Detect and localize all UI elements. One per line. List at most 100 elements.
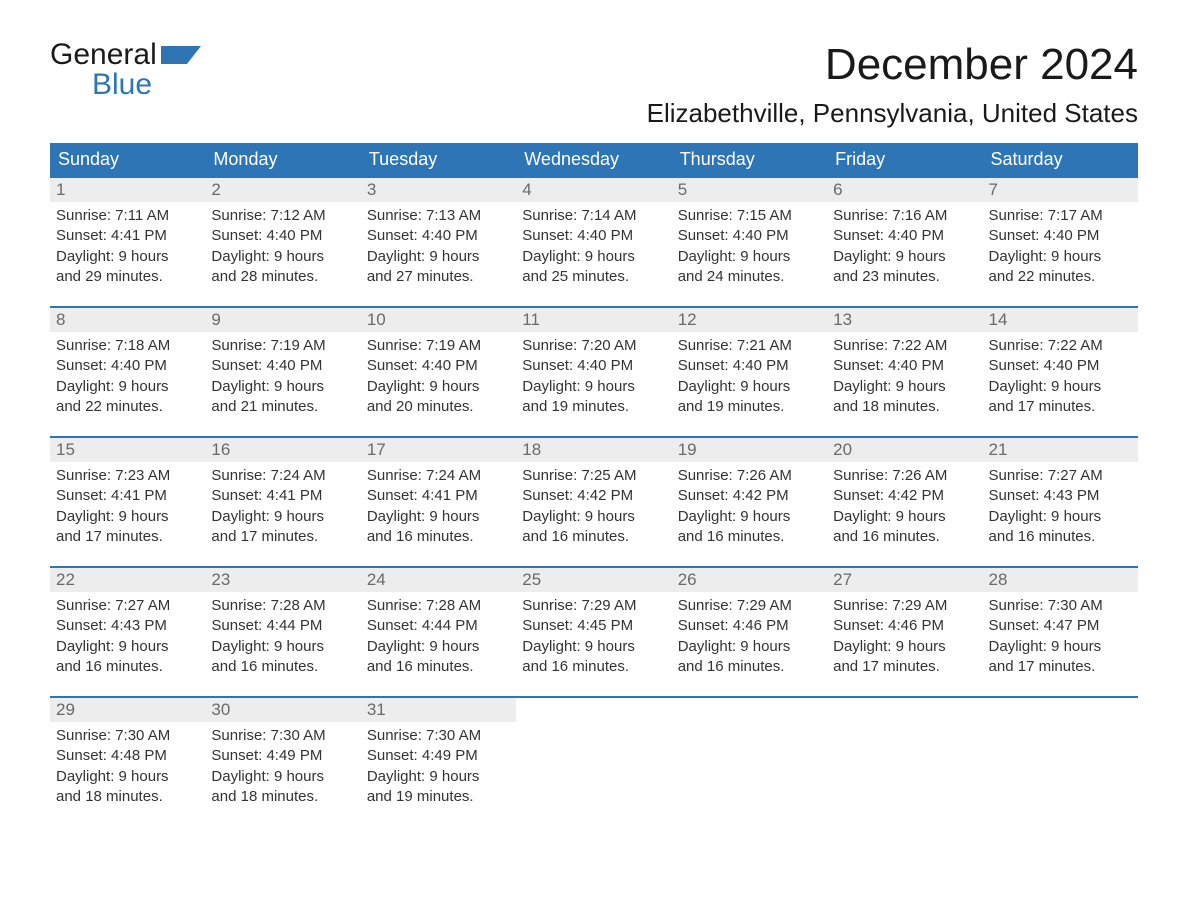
month-title: December 2024	[647, 40, 1138, 90]
day-d2: and 25 minutes.	[522, 267, 665, 287]
day-d1: Daylight: 9 hours	[522, 507, 665, 527]
calendar-day	[516, 698, 671, 808]
day-body: Sunrise: 7:17 AMSunset: 4:40 PMDaylight:…	[983, 202, 1138, 287]
day-body: Sunrise: 7:13 AMSunset: 4:40 PMDaylight:…	[361, 202, 516, 287]
day-sunset: Sunset: 4:41 PM	[56, 226, 199, 246]
weekday: Friday	[827, 143, 982, 176]
day-body: Sunrise: 7:22 AMSunset: 4:40 PMDaylight:…	[827, 332, 982, 417]
day-sunrise: Sunrise: 7:26 AM	[678, 466, 821, 486]
day-d2: and 16 minutes.	[367, 657, 510, 677]
day-sunset: Sunset: 4:46 PM	[833, 616, 976, 636]
day-number: 26	[672, 568, 827, 592]
logo-word2: Blue	[92, 70, 207, 100]
day-number: 24	[361, 568, 516, 592]
day-d1: Daylight: 9 hours	[678, 377, 821, 397]
day-sunrise: Sunrise: 7:18 AM	[56, 336, 199, 356]
calendar-week: 1Sunrise: 7:11 AMSunset: 4:41 PMDaylight…	[50, 176, 1138, 288]
day-sunset: Sunset: 4:49 PM	[367, 746, 510, 766]
day-number: 7	[983, 178, 1138, 202]
day-sunrise: Sunrise: 7:15 AM	[678, 206, 821, 226]
day-d2: and 16 minutes.	[678, 527, 821, 547]
calendar-day: 20Sunrise: 7:26 AMSunset: 4:42 PMDayligh…	[827, 438, 982, 548]
flag-icon	[161, 40, 207, 70]
calendar-day: 5Sunrise: 7:15 AMSunset: 4:40 PMDaylight…	[672, 178, 827, 288]
calendar-day: 29Sunrise: 7:30 AMSunset: 4:48 PMDayligh…	[50, 698, 205, 808]
day-d2: and 18 minutes.	[211, 787, 354, 807]
weekday: Tuesday	[361, 143, 516, 176]
day-body: Sunrise: 7:24 AMSunset: 4:41 PMDaylight:…	[361, 462, 516, 547]
day-body: Sunrise: 7:18 AMSunset: 4:40 PMDaylight:…	[50, 332, 205, 417]
day-body: Sunrise: 7:15 AMSunset: 4:40 PMDaylight:…	[672, 202, 827, 287]
day-sunset: Sunset: 4:43 PM	[56, 616, 199, 636]
day-d1: Daylight: 9 hours	[367, 247, 510, 267]
day-number: 29	[50, 698, 205, 722]
day-d2: and 20 minutes.	[367, 397, 510, 417]
day-sunrise: Sunrise: 7:20 AM	[522, 336, 665, 356]
day-number: 22	[50, 568, 205, 592]
day-body: Sunrise: 7:28 AMSunset: 4:44 PMDaylight:…	[361, 592, 516, 677]
day-body: Sunrise: 7:20 AMSunset: 4:40 PMDaylight:…	[516, 332, 671, 417]
weekday-header: Sunday Monday Tuesday Wednesday Thursday…	[50, 143, 1138, 176]
day-d1: Daylight: 9 hours	[522, 637, 665, 657]
calendar-day: 12 Sunrise: 7:21 AMSunset: 4:40 PMDayligh…	[672, 308, 827, 418]
calendar-day: 18Sunrise: 7:25 AMSunset: 4:42 PMDayligh…	[516, 438, 671, 548]
day-sunset: Sunset: 4:48 PM	[56, 746, 199, 766]
day-body: Sunrise: 7:28 AMSunset: 4:44 PMDaylight:…	[205, 592, 360, 677]
day-d1: Daylight: 9 hours	[678, 507, 821, 527]
calendar-day: 28Sunrise: 7:30 AMSunset: 4:47 PMDayligh…	[983, 568, 1138, 678]
calendar-day: 10Sunrise: 7:19 AMSunset: 4:40 PMDayligh…	[361, 308, 516, 418]
day-body: Sunrise: 7:16 AMSunset: 4:40 PMDaylight:…	[827, 202, 982, 287]
day-sunrise: Sunrise: 7:27 AM	[989, 466, 1132, 486]
day-sunrise: Sunrise: 7:16 AM	[833, 206, 976, 226]
day-d1: Daylight: 9 hours	[833, 377, 976, 397]
day-sunset: Sunset: 4:40 PM	[678, 226, 821, 246]
day-sunrise: Sunrise: 7:11 AM	[56, 206, 199, 226]
day-sunrise: Sunrise: 7:14 AM	[522, 206, 665, 226]
day-sunset: Sunset: 4:41 PM	[56, 486, 199, 506]
day-number: 15	[50, 438, 205, 462]
calendar: Sunday Monday Tuesday Wednesday Thursday…	[50, 143, 1138, 808]
day-sunset: Sunset: 4:40 PM	[678, 356, 821, 376]
day-body: Sunrise: 7:30 AMSunset: 4:49 PMDaylight:…	[205, 722, 360, 807]
calendar-day: 19Sunrise: 7:26 AMSunset: 4:42 PMDayligh…	[672, 438, 827, 548]
day-sunrise: Sunrise: 7:21 AM	[678, 336, 821, 356]
day-sunset: Sunset: 4:42 PM	[678, 486, 821, 506]
day-sunset: Sunset: 4:41 PM	[367, 486, 510, 506]
day-number: 4	[516, 178, 671, 202]
day-number: 28	[983, 568, 1138, 592]
day-number: 8	[50, 308, 205, 332]
day-body: Sunrise: 7:25 AMSunset: 4:42 PMDaylight:…	[516, 462, 671, 547]
day-d2: and 19 minutes.	[678, 397, 821, 417]
day-body: Sunrise: 7:29 AMSunset: 4:46 PMDaylight:…	[827, 592, 982, 677]
day-number: 9	[205, 308, 360, 332]
day-sunset: Sunset: 4:40 PM	[367, 226, 510, 246]
day-d1: Daylight: 9 hours	[522, 247, 665, 267]
day-d2: and 17 minutes.	[211, 527, 354, 547]
calendar-week: 15Sunrise: 7:23 AMSunset: 4:41 PMDayligh…	[50, 436, 1138, 548]
day-number: 12	[672, 308, 827, 332]
weekday: Sunday	[50, 143, 205, 176]
day-sunrise: Sunrise: 7:22 AM	[833, 336, 976, 356]
day-number: 2	[205, 178, 360, 202]
day-d2: and 23 minutes.	[833, 267, 976, 287]
day-d2: and 27 minutes.	[367, 267, 510, 287]
day-d1: Daylight: 9 hours	[211, 767, 354, 787]
day-number: 30	[205, 698, 360, 722]
day-sunset: Sunset: 4:43 PM	[989, 486, 1132, 506]
day-d1: Daylight: 9 hours	[56, 637, 199, 657]
calendar-day: 7Sunrise: 7:17 AMSunset: 4:40 PMDaylight…	[983, 178, 1138, 288]
day-sunrise: Sunrise: 7:13 AM	[367, 206, 510, 226]
day-sunrise: Sunrise: 7:28 AM	[367, 596, 510, 616]
day-sunrise: Sunrise: 7:26 AM	[833, 466, 976, 486]
day-number: 25	[516, 568, 671, 592]
calendar-day	[672, 698, 827, 808]
day-d1: Daylight: 9 hours	[211, 637, 354, 657]
calendar-week: 22Sunrise: 7:27 AMSunset: 4:43 PMDayligh…	[50, 566, 1138, 678]
day-body: Sunrise: 7:26 AMSunset: 4:42 PMDaylight:…	[672, 462, 827, 547]
day-d2: and 16 minutes.	[989, 527, 1132, 547]
day-d1: Daylight: 9 hours	[56, 377, 199, 397]
calendar-day: 26Sunrise: 7:29 AMSunset: 4:46 PMDayligh…	[672, 568, 827, 678]
calendar-day: 6Sunrise: 7:16 AMSunset: 4:40 PMDaylight…	[827, 178, 982, 288]
day-number: 13	[827, 308, 982, 332]
day-body: Sunrise: 7:24 AMSunset: 4:41 PMDaylight:…	[205, 462, 360, 547]
